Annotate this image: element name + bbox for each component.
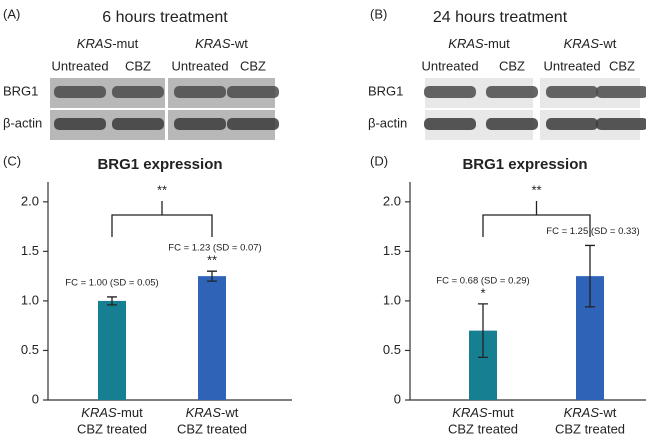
- suffix: -wt: [231, 36, 249, 51]
- group-label: KRAS-mut: [77, 36, 139, 51]
- band: [112, 86, 164, 98]
- band: [546, 118, 598, 130]
- band: [486, 86, 538, 98]
- row-label: β-actin: [3, 115, 42, 130]
- significance: *: [480, 285, 485, 300]
- band: [54, 118, 106, 130]
- band: [596, 118, 646, 130]
- y-tick-label: 1.0: [21, 292, 39, 307]
- bracket: [111, 201, 213, 237]
- bracket-label: **: [157, 182, 167, 197]
- gene: KRAS: [77, 36, 113, 51]
- suffix: -mut: [117, 405, 143, 420]
- error-bar: [207, 270, 217, 282]
- row-label: BRG1: [368, 83, 403, 98]
- bar: [98, 300, 126, 400]
- bar: [198, 276, 226, 400]
- x-tick-label-line2: CBZ treated: [448, 421, 518, 435]
- suffix: -mut: [488, 405, 514, 420]
- error-bar: [478, 303, 488, 359]
- panel-label: (A): [3, 6, 20, 21]
- lane-label: CBZ: [499, 58, 525, 73]
- gene: KRAS: [564, 405, 600, 420]
- band: [596, 86, 646, 98]
- row-label: β-actin: [368, 115, 407, 130]
- bracket-label: **: [531, 182, 541, 197]
- y-tick-label: 1.5: [383, 243, 401, 258]
- panel-label: (C): [3, 153, 21, 168]
- x-tick-label-line2: CBZ treated: [77, 421, 147, 435]
- gene: KRAS: [564, 36, 600, 51]
- row-label: BRG1: [3, 83, 38, 98]
- band: [486, 118, 538, 130]
- group-label: KRAS-wt: [564, 36, 617, 51]
- suffix: -wt: [599, 405, 617, 420]
- band: [424, 86, 476, 98]
- annotation: FC = 0.68 (SD = 0.29): [436, 275, 529, 286]
- gene: KRAS: [448, 36, 484, 51]
- chart-title: BRG1 expression: [462, 156, 587, 173]
- x-tick-label-line2: CBZ treated: [177, 421, 247, 435]
- x-tick-label: KRAS-mut: [452, 405, 514, 420]
- band: [112, 118, 164, 130]
- y-tick-label: 0.5: [21, 342, 39, 357]
- x-tick-label: KRAS-wt: [186, 405, 239, 420]
- y-tick-label: 1.5: [21, 243, 39, 258]
- gene: KRAS: [452, 405, 488, 420]
- lane-label: Untreated: [543, 58, 600, 73]
- group-label: KRAS-wt: [195, 36, 248, 51]
- suffix: -wt: [221, 405, 239, 420]
- band: [546, 86, 598, 98]
- error-bar: [107, 296, 117, 306]
- y-tick-label: 2.0: [21, 193, 39, 208]
- band: [54, 86, 106, 98]
- annotation: FC = 1.25 (SD = 0.33): [546, 226, 639, 237]
- y-tick-label: 0: [394, 391, 401, 406]
- band: [227, 86, 279, 98]
- band: [424, 118, 476, 130]
- lane-label: CBZ: [609, 58, 635, 73]
- suffix: -mut: [112, 36, 138, 51]
- panel-label: (D): [370, 153, 388, 168]
- gene: KRAS: [81, 405, 117, 420]
- band: [227, 118, 279, 130]
- band: [174, 118, 226, 130]
- x-tick-label: KRAS-mut: [81, 405, 143, 420]
- y-tick-label: 0: [32, 391, 39, 406]
- error-bar: [585, 244, 595, 308]
- lane-label: Untreated: [421, 58, 478, 73]
- blot-title: 24 hours treatment: [433, 9, 568, 26]
- bracket: [482, 201, 591, 237]
- y-tick-label: 2.0: [383, 193, 401, 208]
- x-tick-label: KRAS-wt: [564, 405, 617, 420]
- significance: **: [207, 253, 217, 268]
- suffix: -wt: [599, 36, 617, 51]
- band: [174, 86, 226, 98]
- y-tick-label: 1.0: [383, 292, 401, 307]
- lane-label: Untreated: [51, 58, 108, 73]
- gene: KRAS: [195, 36, 231, 51]
- group-label: KRAS-mut: [448, 36, 510, 51]
- gene: KRAS: [186, 405, 222, 420]
- panel-label: (B): [370, 6, 387, 21]
- annotation: FC = 1.00 (SD = 0.05): [65, 277, 158, 288]
- chart-title: BRG1 expression: [97, 156, 222, 173]
- x-tick-label-line2: CBZ treated: [555, 421, 625, 435]
- lane-label: Untreated: [171, 58, 228, 73]
- lane-label: CBZ: [240, 58, 266, 73]
- lane-label: CBZ: [125, 58, 151, 73]
- blot-title: 6 hours treatment: [102, 9, 228, 26]
- annotation: FC = 1.23 (SD = 0.07): [168, 243, 261, 254]
- y-tick-label: 0.5: [383, 342, 401, 357]
- suffix: -mut: [484, 36, 510, 51]
